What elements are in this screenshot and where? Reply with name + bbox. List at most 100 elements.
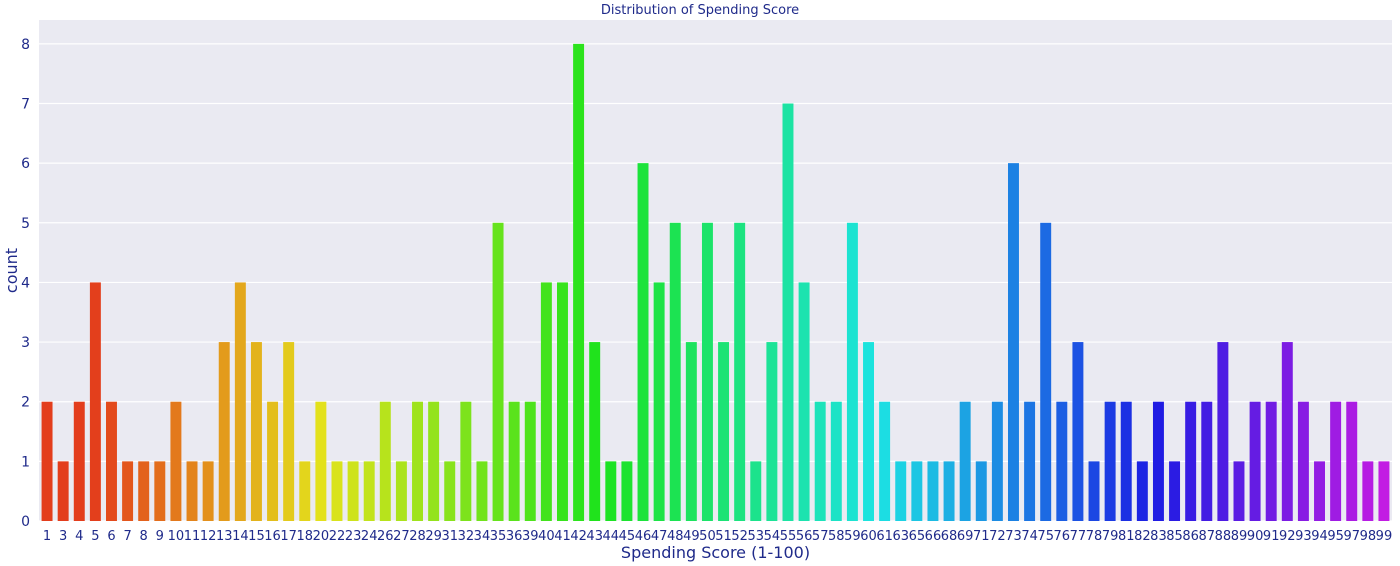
x-tick-label: 44 <box>603 529 620 544</box>
bar-44 <box>605 461 617 521</box>
bar-77 <box>1072 342 1084 521</box>
bar-54 <box>766 342 778 521</box>
x-tick-label: 6 <box>107 529 115 544</box>
x-tick-label: 75 <box>1037 529 1054 544</box>
x-tick-label: 87 <box>1198 529 1215 544</box>
bar-78 <box>1088 461 1100 521</box>
bar-91 <box>1265 401 1277 521</box>
x-tick-label: 14 <box>232 529 249 544</box>
bar-11 <box>186 461 198 521</box>
bar-58 <box>830 401 842 521</box>
x-tick-label: 74 <box>1021 529 1038 544</box>
bar-40 <box>540 282 552 521</box>
bar-9 <box>154 461 166 521</box>
x-tick-label: 8 <box>140 529 148 544</box>
bar-52 <box>734 222 746 522</box>
y-tick-label: 4 <box>21 275 30 291</box>
x-tick-label: 61 <box>876 529 893 544</box>
x-tick-labels: 1 3 4 5 6 7 8 9 10 11 12 13 14 15 16 17 18 20 22 23 24 26 27 28… <box>43 529 1392 544</box>
x-tick-label: 79 <box>1102 529 1119 544</box>
x-tick-label: 69 <box>957 529 974 544</box>
x-tick-label: 10 <box>168 529 185 544</box>
bar-20 <box>315 401 327 521</box>
bar-63 <box>895 461 907 521</box>
bar-4 <box>73 401 85 521</box>
bar-95 <box>1330 401 1342 521</box>
y-tick-label: 5 <box>21 216 30 232</box>
x-tick-label: 31 <box>441 529 458 544</box>
x-tick-label: 11 <box>184 529 201 544</box>
bar-35 <box>492 222 504 522</box>
x-tick-label: 1 <box>43 529 51 544</box>
bar-72 <box>991 401 1003 521</box>
x-tick-label: 46 <box>635 529 652 544</box>
bar-6 <box>106 401 117 521</box>
y-tick-labels: 0 1 2 3 4 5 6 7 8 <box>21 37 30 530</box>
bar-89 <box>1233 461 1245 521</box>
x-tick-label: 20 <box>313 529 330 544</box>
bar-88 <box>1217 342 1229 521</box>
x-tick-label: 83 <box>1150 529 1167 544</box>
bar-31 <box>444 461 456 521</box>
x-tick-label: 4 <box>75 529 83 544</box>
bar-92 <box>1281 342 1293 521</box>
bar-59 <box>846 222 858 522</box>
bar-43 <box>589 342 601 521</box>
y-tick-label: 1 <box>21 454 30 470</box>
x-tick-label: 34 <box>474 529 491 544</box>
chart-title: Distribution of Spending Score <box>600 3 800 18</box>
bar-7 <box>122 461 134 521</box>
x-tick-label: 7 <box>123 529 131 544</box>
bar-47 <box>653 282 665 521</box>
bar-36 <box>508 401 520 521</box>
x-tick-label: 36 <box>506 529 523 544</box>
x-tick-label: 52 <box>731 529 748 544</box>
bar-55 <box>782 103 794 521</box>
x-tick-label: 55 <box>780 529 797 544</box>
x-tick-label: 39 <box>522 529 539 544</box>
bar-13 <box>218 342 230 521</box>
bar-79 <box>1104 401 1116 521</box>
x-tick-label: 41 <box>554 529 571 544</box>
x-tick-label: 82 <box>1134 529 1151 544</box>
x-tick-label: 47 <box>651 529 668 544</box>
x-tick-label: 85 <box>1166 529 1183 544</box>
bar-61 <box>879 401 891 521</box>
bar-28 <box>412 401 423 521</box>
x-tick-label: 15 <box>248 529 265 544</box>
x-tick-label: 50 <box>699 529 716 544</box>
bar-8 <box>138 461 150 521</box>
x-tick-label: 95 <box>1327 529 1344 544</box>
x-tick-label: 51 <box>715 529 732 544</box>
x-tick-label: 72 <box>989 529 1006 544</box>
x-tick-label: 32 <box>458 529 475 544</box>
y-tick-label: 8 <box>21 37 30 53</box>
bar-90 <box>1249 401 1261 521</box>
x-axis-label: Spending Score (1-100) <box>621 543 810 562</box>
x-tick-label: 77 <box>1070 529 1087 544</box>
bar-94 <box>1314 461 1325 521</box>
x-tick-label: 35 <box>490 529 507 544</box>
x-tick-label: 88 <box>1215 529 1232 544</box>
y-tick-label: 7 <box>21 97 30 113</box>
bar-74 <box>1024 401 1036 521</box>
bar-75 <box>1040 222 1052 522</box>
bar-51 <box>718 342 730 521</box>
bar-22 <box>331 461 343 521</box>
bar-69 <box>959 401 971 521</box>
x-tick-label: 94 <box>1311 529 1328 544</box>
y-tick-label: 2 <box>21 395 30 411</box>
x-tick-label: 54 <box>764 529 781 544</box>
bar-26 <box>379 401 391 521</box>
bar-99 <box>1378 461 1390 521</box>
bar-49 <box>685 342 697 521</box>
bar-10 <box>170 401 182 521</box>
bar-81 <box>1120 401 1132 521</box>
x-tick-label: 23 <box>345 529 362 544</box>
bar-82 <box>1136 461 1148 521</box>
x-tick-label: 63 <box>892 529 909 544</box>
bar-32 <box>460 401 472 521</box>
x-tick-label: 78 <box>1086 529 1103 544</box>
x-tick-label: 27 <box>393 529 410 544</box>
